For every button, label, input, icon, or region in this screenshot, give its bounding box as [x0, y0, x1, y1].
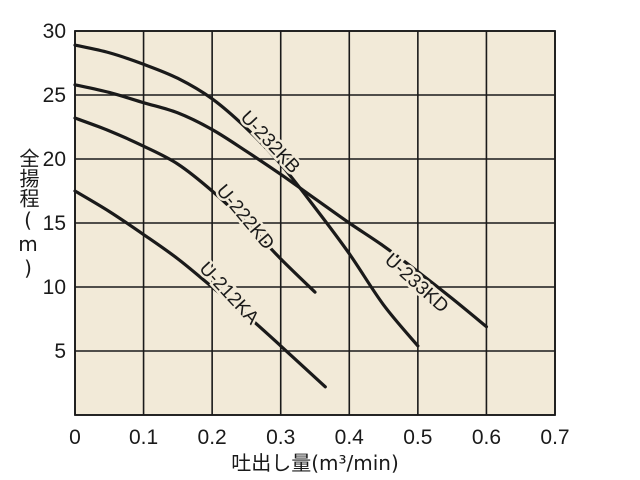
y-axis-label: 全揚程(m) — [16, 148, 40, 280]
series-line-u-232kb — [73, 43, 420, 348]
x-tick-label: 0.5 — [403, 426, 432, 449]
x-tick-label: 0.7 — [540, 426, 569, 449]
x-tick-label: 0.6 — [472, 426, 501, 449]
x-axis-ticks: 0 0.1 0.2 0.3 0.4 0.5 0.6 0.7 — [69, 426, 569, 449]
y-tick-label: 10 — [43, 276, 66, 299]
y-tick-label: 20 — [43, 148, 66, 171]
y-tick-label: 5 — [54, 340, 66, 363]
x-axis-label: 吐出し量(m³/min) — [231, 451, 399, 475]
x-tick-label: 0.4 — [335, 426, 365, 449]
x-tick-label: 0.3 — [266, 426, 295, 449]
series-line-u-212ka — [73, 189, 327, 389]
x-tick-label: 0.1 — [129, 426, 158, 449]
series-lines — [73, 43, 489, 389]
y-tick-label: 30 — [43, 20, 66, 43]
x-tick-label: 0.2 — [198, 426, 227, 449]
series-line-u-233kd — [73, 83, 489, 329]
x-tick-label: 0 — [69, 426, 81, 449]
y-axis-label-group: 全揚程(m) — [16, 148, 40, 280]
plot-frame — [74, 30, 556, 416]
y-tick-label: 15 — [43, 212, 66, 235]
series-line-u-222kd — [73, 116, 317, 294]
y-tick-label: 25 — [43, 84, 66, 107]
y-axis-ticks: 5 10 15 20 25 30 — [43, 20, 66, 363]
